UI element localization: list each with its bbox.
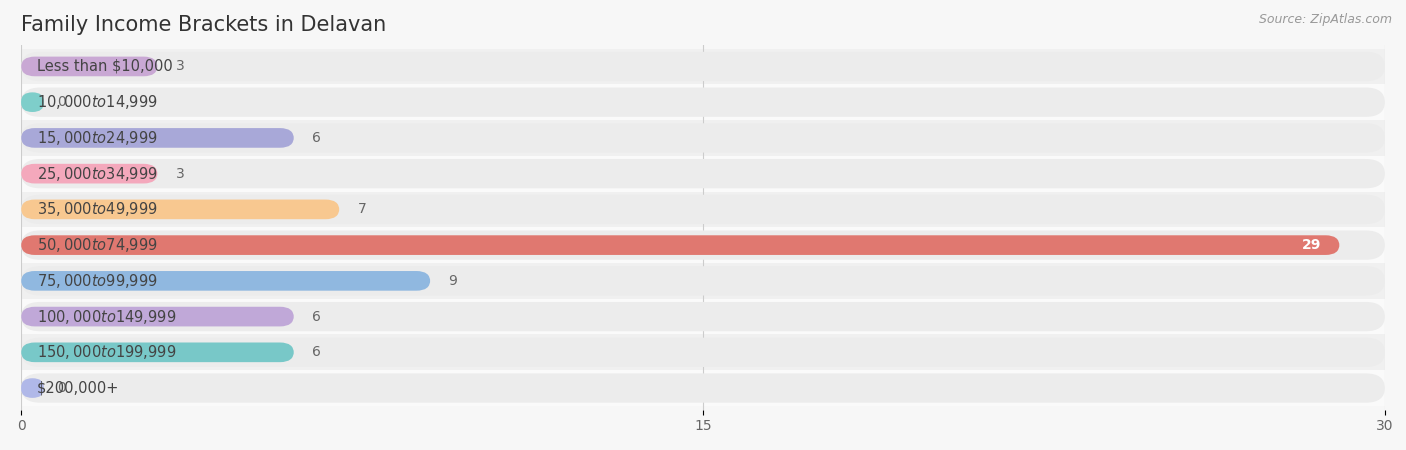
FancyBboxPatch shape <box>21 230 1385 260</box>
FancyBboxPatch shape <box>21 49 1385 84</box>
Text: 9: 9 <box>449 274 457 288</box>
FancyBboxPatch shape <box>21 266 1385 296</box>
Text: 6: 6 <box>312 345 321 359</box>
FancyBboxPatch shape <box>21 192 1385 227</box>
Text: $50,000 to $74,999: $50,000 to $74,999 <box>37 236 157 254</box>
FancyBboxPatch shape <box>21 123 1385 153</box>
Text: Family Income Brackets in Delavan: Family Income Brackets in Delavan <box>21 15 387 35</box>
FancyBboxPatch shape <box>21 378 44 398</box>
FancyBboxPatch shape <box>21 195 1385 224</box>
Text: $15,000 to $24,999: $15,000 to $24,999 <box>37 129 157 147</box>
Text: $75,000 to $99,999: $75,000 to $99,999 <box>37 272 157 290</box>
Text: 3: 3 <box>176 59 184 73</box>
Text: $150,000 to $199,999: $150,000 to $199,999 <box>37 343 176 361</box>
Text: $200,000+: $200,000+ <box>37 381 120 396</box>
FancyBboxPatch shape <box>21 271 430 291</box>
Text: Source: ZipAtlas.com: Source: ZipAtlas.com <box>1258 14 1392 27</box>
FancyBboxPatch shape <box>21 92 44 112</box>
FancyBboxPatch shape <box>21 159 1385 188</box>
Text: $10,000 to $14,999: $10,000 to $14,999 <box>37 93 157 111</box>
Text: $25,000 to $34,999: $25,000 to $34,999 <box>37 165 157 183</box>
FancyBboxPatch shape <box>21 342 294 362</box>
Text: $35,000 to $49,999: $35,000 to $49,999 <box>37 200 157 218</box>
FancyBboxPatch shape <box>21 235 1340 255</box>
FancyBboxPatch shape <box>21 302 1385 331</box>
FancyBboxPatch shape <box>21 52 1385 81</box>
Text: Less than $10,000: Less than $10,000 <box>37 59 173 74</box>
Text: 6: 6 <box>312 310 321 324</box>
FancyBboxPatch shape <box>21 374 1385 403</box>
FancyBboxPatch shape <box>21 307 294 326</box>
FancyBboxPatch shape <box>21 164 157 184</box>
FancyBboxPatch shape <box>21 120 1385 156</box>
FancyBboxPatch shape <box>21 227 1385 263</box>
FancyBboxPatch shape <box>21 128 294 148</box>
FancyBboxPatch shape <box>21 338 1385 367</box>
FancyBboxPatch shape <box>21 263 1385 299</box>
FancyBboxPatch shape <box>21 334 1385 370</box>
FancyBboxPatch shape <box>21 87 1385 117</box>
Text: 6: 6 <box>312 131 321 145</box>
FancyBboxPatch shape <box>21 57 157 76</box>
Text: 3: 3 <box>176 166 184 180</box>
Text: 0: 0 <box>58 381 66 395</box>
Text: 29: 29 <box>1302 238 1322 252</box>
FancyBboxPatch shape <box>21 370 1385 406</box>
Text: 0: 0 <box>58 95 66 109</box>
FancyBboxPatch shape <box>21 156 1385 192</box>
Text: $100,000 to $149,999: $100,000 to $149,999 <box>37 308 176 326</box>
FancyBboxPatch shape <box>21 199 339 219</box>
Text: 7: 7 <box>357 202 366 216</box>
FancyBboxPatch shape <box>21 299 1385 334</box>
FancyBboxPatch shape <box>21 84 1385 120</box>
